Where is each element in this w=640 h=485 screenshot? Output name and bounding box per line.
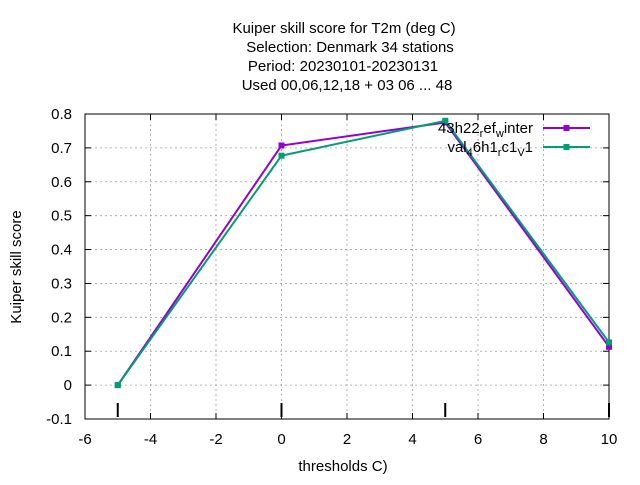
data-point [606, 343, 612, 350]
legend-marker [563, 125, 570, 131]
data-point [114, 382, 121, 389]
axis-ticks: -6 -4 -2 0 2 4 6 8 10 -0.1 0 0.1 0.2 0.3 0.4 0.5 0.6 0.7 0… [46, 106, 617, 448]
x-tick-label: -6 [78, 431, 91, 448]
legend-label-1: 43h22r​efw​inter [438, 120, 533, 140]
x-tick-label: 8 [539, 431, 547, 448]
y-tick-label: 0.8 [51, 106, 72, 123]
series-lines [114, 117, 612, 389]
legend-marker [563, 144, 570, 150]
y-tick-label: 0.1 [51, 343, 72, 360]
y-tick-label: 0.2 [51, 309, 72, 326]
title-line-1: Kuiper skill score for T2m (deg C) [232, 20, 455, 37]
y-axis-label: Kuiper skill score [8, 210, 25, 323]
x-axis-label: thresholds C) [298, 458, 387, 475]
x-tick-label: 10 [601, 431, 618, 448]
x-tick-label: 6 [474, 431, 482, 448]
threshold-markers [116, 403, 610, 417]
y-tick-label: 0.6 [51, 174, 72, 191]
chart-title: Kuiper skill score for T2m (deg C) Selec… [232, 20, 455, 94]
title-line-2: Selection: Denmark 34 stations [246, 39, 454, 56]
y-tick-label: -0.1 [46, 411, 72, 428]
grid [85, 114, 609, 419]
y-tick-label: 0 [64, 377, 72, 394]
x-tick-label: -2 [209, 431, 222, 448]
title-line-4: Used 00,06,12,18 + 03 06 ... 48 [242, 77, 453, 94]
x-tick-label: 4 [408, 431, 416, 448]
series-line-2 [116, 119, 610, 386]
x-tick-label: 2 [343, 431, 351, 448]
title-line-3: Period: 20230101-20230131 [248, 58, 438, 75]
data-point [442, 117, 449, 124]
legend-label-2: val4​6h1r​c1V​1 [447, 139, 533, 159]
data-point [278, 142, 285, 149]
plot-frame [84, 113, 610, 420]
series-line-1 [116, 121, 610, 386]
data-point [606, 339, 612, 346]
y-tick-label: 0.3 [51, 275, 72, 292]
data-point [278, 152, 285, 159]
y-tick-label: 0.5 [51, 208, 72, 225]
y-tick-label: 0.4 [51, 242, 72, 259]
y-tick-label: 0.7 [51, 140, 72, 157]
x-tick-label: 0 [277, 431, 285, 448]
x-tick-label: -4 [144, 431, 157, 448]
